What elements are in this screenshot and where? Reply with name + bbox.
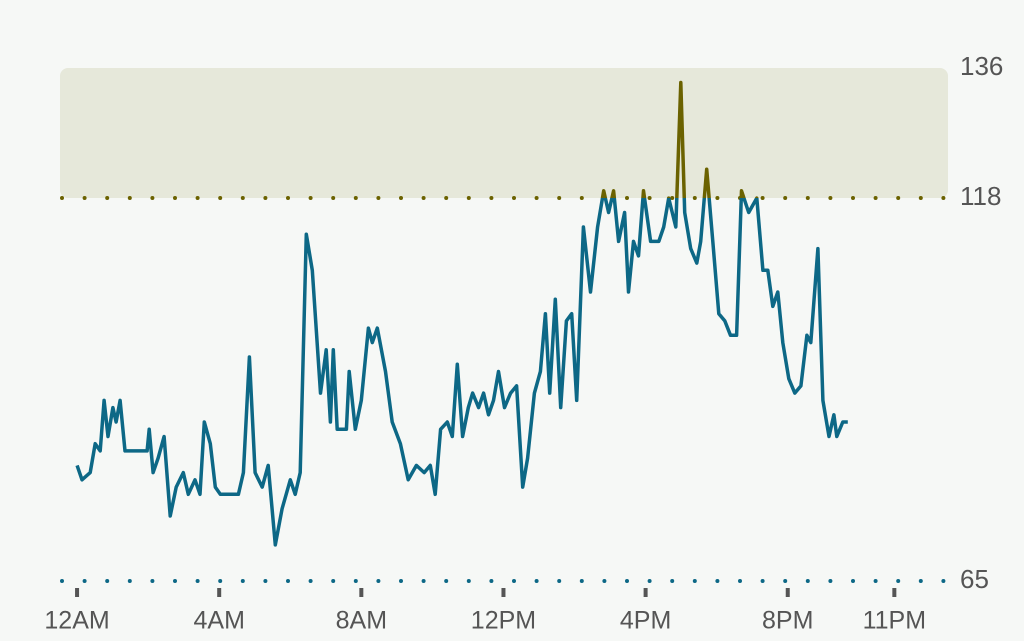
x-tick-label: 11PM [863, 607, 926, 635]
x-tick-mark [643, 588, 648, 597]
y-tick-label: 136 [960, 51, 1003, 81]
x-tick-label: 8PM [762, 607, 813, 635]
x-tick-label: 12AM [44, 607, 109, 635]
x-tick-mark [75, 588, 80, 597]
y-tick-label: 118 [960, 181, 1001, 211]
x-tick-label: 4PM [620, 607, 671, 635]
x-tick-mark [892, 588, 897, 597]
x-tick-mark [785, 588, 790, 597]
x-tick-label: 12PM [471, 607, 536, 635]
x-tick-label: 8AM [336, 607, 387, 635]
heart-rate-line [75, 198, 848, 547]
x-tick-mark [359, 588, 364, 597]
x-tick-mark [501, 588, 506, 597]
y-tick-label: 65 [960, 564, 989, 594]
x-tick-label: 4AM [193, 607, 244, 635]
target-zone [60, 68, 948, 199]
x-tick-mark [217, 588, 222, 597]
